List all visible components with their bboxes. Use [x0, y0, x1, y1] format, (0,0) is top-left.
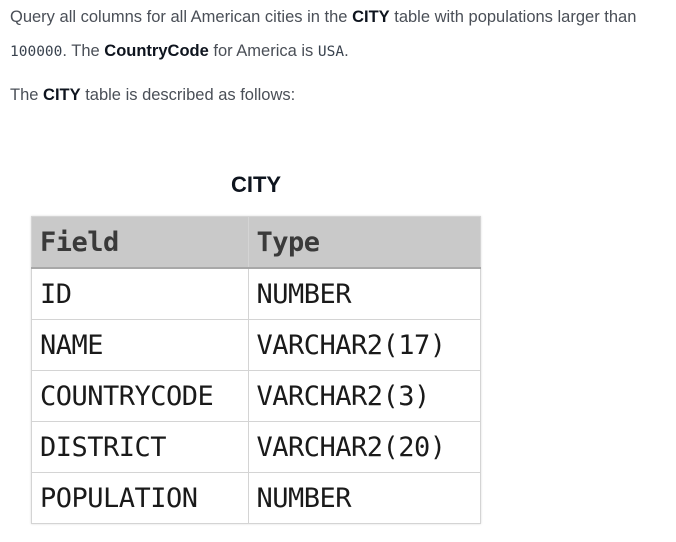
table-intro-line: The CITY table is described as follows:: [10, 84, 295, 106]
table-title: CITY: [230, 172, 282, 197]
table-row: NAME VARCHAR2(17): [31, 319, 481, 371]
table-body: ID NUMBER NAME VARCHAR2(17) COUNTRYCODE …: [31, 267, 481, 524]
table-name-emphasis: CITY: [43, 86, 81, 104]
statement-text: Query all columns for all American citie…: [10, 8, 353, 26]
table-row: DISTRICT VARCHAR2(20): [31, 421, 481, 473]
field-cell: COUNTRYCODE: [31, 370, 249, 422]
statement-text: The: [10, 86, 44, 104]
header-row: Field Type: [31, 216, 481, 269]
table-name-emphasis: CITY: [352, 8, 390, 26]
population-threshold-code: 100000: [10, 44, 63, 60]
statement-text: . The: [62, 42, 105, 60]
type-cell: VARCHAR2(20): [247, 421, 481, 473]
table-row: ID NUMBER: [31, 267, 481, 320]
table-row: POPULATION NUMBER: [31, 472, 481, 524]
type-cell: VARCHAR2(17): [247, 319, 481, 371]
countrycode-emphasis: CountryCode: [104, 42, 209, 60]
type-cell: VARCHAR2(3): [247, 370, 481, 422]
problem-statement-line-2: 100000. The CountryCode for America is U…: [10, 40, 349, 63]
field-column-header: Field: [31, 216, 249, 269]
field-cell: DISTRICT: [31, 421, 249, 473]
table-row: COUNTRYCODE VARCHAR2(3): [31, 370, 481, 422]
field-cell: ID: [31, 267, 249, 320]
statement-text: .: [344, 42, 349, 60]
table-header: Field Type: [31, 216, 481, 269]
field-cell: POPULATION: [31, 472, 249, 524]
type-column-header: Type: [247, 216, 481, 269]
usa-code: USA: [317, 44, 345, 60]
type-cell: NUMBER: [247, 267, 481, 320]
statement-text: for America is: [208, 42, 318, 60]
statement-text: table with populations larger than: [389, 8, 637, 26]
statement-text: table is described as follows:: [80, 86, 296, 104]
type-cell: NUMBER: [247, 472, 481, 524]
city-schema-table: Field Type ID NUMBER NAME VARCHAR2(17) C…: [31, 216, 481, 524]
problem-statement-line-1: Query all columns for all American citie…: [10, 6, 636, 28]
field-cell: NAME: [31, 319, 249, 371]
